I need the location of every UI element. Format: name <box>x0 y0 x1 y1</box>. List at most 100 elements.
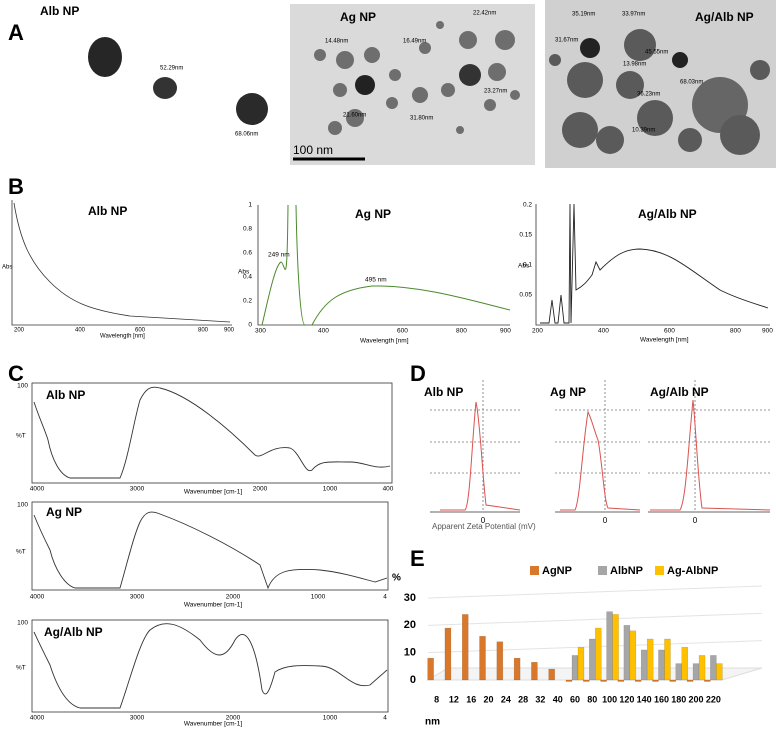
bar <box>658 649 665 681</box>
x-tick: 2000 <box>226 715 241 722</box>
y-tick: 0 <box>248 322 252 329</box>
legend-swatch <box>655 566 664 575</box>
x-tick-label: 60 <box>570 694 580 704</box>
panel-letter: B <box>8 174 24 199</box>
x-tick: 4000 <box>30 486 45 493</box>
x-tick-label: 12 <box>449 694 459 704</box>
spectrum <box>33 623 388 709</box>
y-tick: 0.4 <box>243 274 252 281</box>
plot-title: Alb NP <box>424 385 463 399</box>
bar <box>710 655 717 681</box>
y-tick: 0.15 <box>519 232 532 239</box>
bar <box>600 679 607 682</box>
y-tick: 100 <box>17 620 28 627</box>
y-label: %T <box>16 433 26 440</box>
x-tick: 400 <box>598 328 609 335</box>
x-label: Wavelength [nm] <box>100 334 145 340</box>
legend-swatch <box>530 566 539 575</box>
bar <box>583 679 590 682</box>
y-tick: 0.6 <box>243 250 252 257</box>
scale-label: 100 nm <box>293 143 333 157</box>
y-label: %T <box>16 549 26 556</box>
bar <box>652 679 659 682</box>
bar <box>496 641 504 681</box>
plot-axes <box>11 200 232 326</box>
bar <box>669 679 677 682</box>
bar <box>716 663 723 681</box>
plot-title: Ag NP <box>550 385 586 399</box>
x-tick: 800 <box>198 328 209 334</box>
y-tick: 0.8 <box>243 226 252 233</box>
bar <box>612 614 619 681</box>
x-tick: 900 <box>224 328 235 334</box>
x-tick: 4000 <box>30 594 45 601</box>
y-tick-label: 0 <box>410 674 416 686</box>
size-label: 31.80nm <box>410 116 433 122</box>
plot-title: Ag/Alb NP <box>650 385 709 399</box>
legend-label: Ag-AlbNP <box>667 565 718 577</box>
x-tick-label: 140 <box>637 694 652 704</box>
x-tick: 400 <box>75 328 86 334</box>
x-tick: 3000 <box>130 486 145 493</box>
zero-tick: 0 <box>693 516 698 525</box>
x-tick: 600 <box>664 328 675 335</box>
x-tick-label: 40 <box>553 694 563 704</box>
x-tick-label: 80 <box>587 694 597 704</box>
size-label: 16.49nm <box>403 39 426 45</box>
y-label: %T <box>16 665 26 672</box>
size-label: 23.27nm <box>484 89 507 95</box>
x-tick: 400 <box>318 328 329 335</box>
bar <box>640 649 648 681</box>
spectrum <box>261 204 511 326</box>
bar <box>595 627 602 681</box>
x-tick-label: 16 <box>466 694 476 704</box>
particles <box>314 21 520 135</box>
x-tick: 800 <box>456 328 467 335</box>
x-tick: 3000 <box>130 594 145 601</box>
x-tick: 300 <box>255 328 266 335</box>
x-label: Wavenumber [cm-1] <box>184 489 242 496</box>
x-tick-label: 28 <box>518 694 528 704</box>
y-tick-label: 20 <box>404 619 416 631</box>
size-label: 52.29nm <box>160 66 183 72</box>
bar <box>681 646 689 681</box>
bar <box>704 679 711 682</box>
x-tick: 4000 <box>30 715 45 722</box>
plot-title: Ag NP <box>355 207 391 221</box>
bar <box>531 661 538 681</box>
panel-letter: A <box>8 20 24 45</box>
x-label: Wavelength [nm] <box>360 338 409 345</box>
x-tick-label: 100 <box>602 694 617 704</box>
zeta-plot <box>648 380 771 513</box>
x-label: Wavelength [nm] <box>640 337 689 344</box>
size-label: 21.60nm <box>343 113 366 119</box>
size-label: 10.39nm <box>632 128 655 134</box>
plot-title: Ag/Alb NP <box>638 207 697 221</box>
x-label: Wavenumber [cm-1] <box>184 721 242 728</box>
y-tick: 0.2 <box>523 202 532 209</box>
y-label: Abs <box>2 265 12 271</box>
x-tick: 3000 <box>130 715 145 722</box>
x-tick-label: 8 <box>434 694 439 704</box>
image-title: Ag/Alb NP <box>695 10 754 24</box>
plot-frame <box>31 501 389 591</box>
zeta-plot <box>555 380 641 513</box>
bar <box>698 655 706 681</box>
bar <box>571 655 579 681</box>
x-tick: 800 <box>730 328 741 335</box>
y-tick: 0.1 <box>523 262 532 269</box>
micrograph <box>290 4 535 165</box>
bar <box>513 657 521 681</box>
x-tick-label: 32 <box>535 694 545 704</box>
x-label: nm <box>425 717 440 728</box>
bar <box>589 638 596 681</box>
y-label: Abs <box>238 269 250 276</box>
x-tick: 400 <box>383 486 394 493</box>
legend-swatch <box>598 566 607 575</box>
x-tick: 2000 <box>253 486 268 493</box>
legend-label: AlbNP <box>610 565 643 577</box>
bar <box>686 679 694 682</box>
bar <box>664 638 671 681</box>
x-label: Apparent Zeta Potential (mV) <box>432 522 536 531</box>
